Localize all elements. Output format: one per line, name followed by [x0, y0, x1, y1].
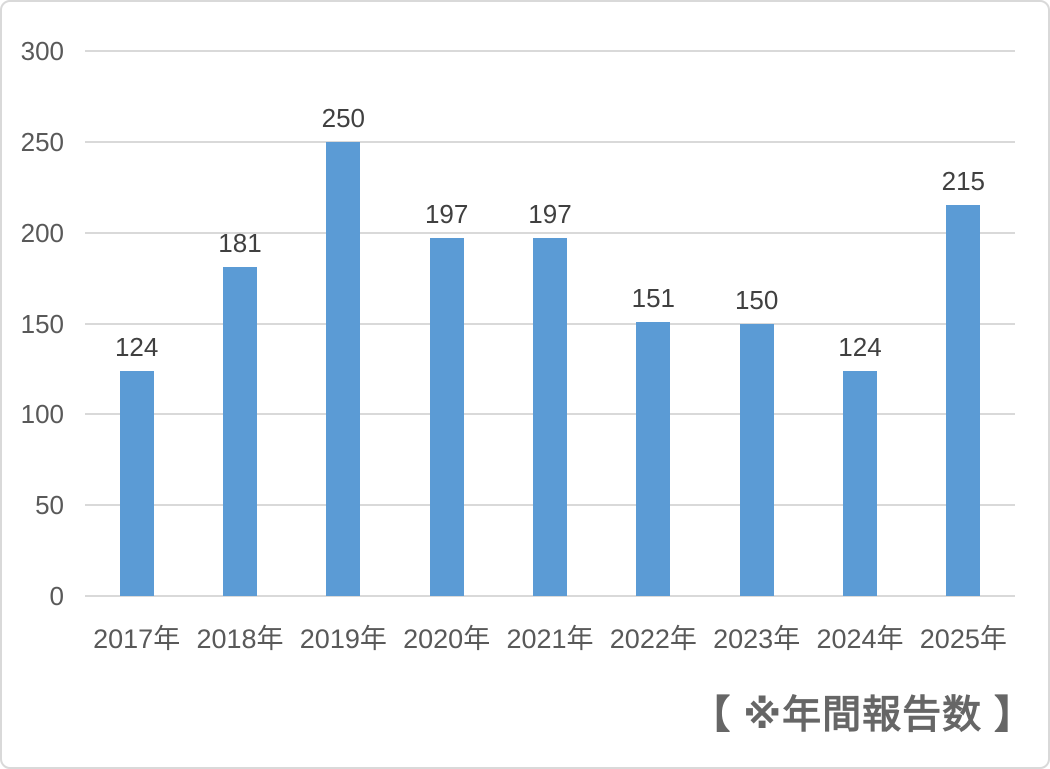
- data-label-2021年: 197: [528, 199, 572, 230]
- bar-2025年: [946, 205, 981, 596]
- y-axis-tick-label: 300: [20, 36, 64, 66]
- x-axis-tick-label: 2021年: [506, 624, 594, 654]
- y-axis-tick-label: 200: [20, 217, 64, 248]
- data-label-2018年: 181: [218, 228, 262, 259]
- y-axis-tick-label: 0: [49, 581, 64, 611]
- data-label-2023年: 150: [734, 284, 779, 315]
- x-axis-tick-label: 2022年: [609, 624, 697, 654]
- plot-area: 124 181 250 197 197 151 150 124 215: [85, 50, 1015, 597]
- bar-2024年: [843, 370, 877, 596]
- y-axis-tick-label: 250: [20, 126, 64, 157]
- x-axis-tick-label: 2023年: [713, 624, 801, 654]
- bar-2020年: [429, 238, 464, 596]
- gridline-y250: [85, 140, 1015, 143]
- x-axis-tick-label: 2019年: [299, 624, 387, 654]
- y-axis-tick-label: 150: [20, 308, 64, 339]
- x-axis-tick-label: 2025年: [919, 624, 1007, 654]
- x-axis-tick-label: 2020年: [403, 624, 491, 654]
- gridline-y200: [85, 231, 1015, 234]
- data-label-2022年: 151: [631, 282, 676, 313]
- x-axis-tick-label: 2017年: [93, 624, 181, 654]
- bar-2021年: [533, 238, 567, 596]
- data-label-2017年: 124: [114, 331, 159, 362]
- gridline-y0: [85, 595, 1015, 597]
- bar-2017年: [119, 370, 154, 596]
- bar-2018年: [223, 267, 257, 596]
- data-label-2025年: 215: [941, 166, 986, 197]
- chart-caption: 【 ※年間報告数 】: [691, 694, 1034, 737]
- y-axis-tick-label: 50: [35, 490, 64, 521]
- gridline-y300: [85, 50, 1015, 52]
- data-label-2024年: 124: [838, 331, 882, 362]
- bar-2019年: [326, 141, 361, 596]
- data-label-2020年: 197: [424, 199, 469, 230]
- bar-2022年: [636, 321, 671, 596]
- bar-2023年: [739, 323, 774, 596]
- data-label-2019年: 250: [321, 102, 366, 133]
- y-axis-tick-label: 100: [20, 399, 64, 430]
- x-axis-tick-label: 2018年: [196, 624, 284, 654]
- x-axis-tick-label: 2024年: [816, 624, 904, 654]
